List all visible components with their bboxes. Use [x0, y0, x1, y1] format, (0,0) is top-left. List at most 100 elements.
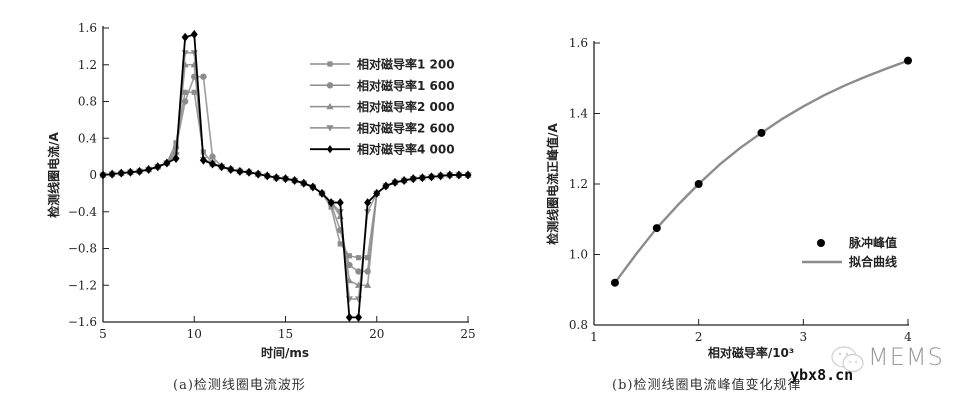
x-tick-label: 1 — [590, 330, 598, 344]
diamond-marker-icon — [99, 170, 107, 180]
y-tick-label: 1.2 — [78, 58, 97, 72]
legend-label: 拟合曲线 — [849, 254, 897, 269]
diamond-marker-icon — [136, 166, 143, 176]
triangle-up-marker-icon — [364, 281, 372, 288]
diamond-marker-icon — [236, 166, 244, 176]
legend-item-2: 相对磁导率1 600 — [310, 78, 455, 93]
x-tick-label: 3 — [800, 330, 808, 344]
circle-marker-icon — [355, 268, 362, 275]
diamond-marker-icon — [272, 173, 280, 183]
diamond-marker-icon — [400, 176, 408, 186]
diamond-marker-icon — [145, 164, 153, 174]
y-tick-label: 0 — [89, 168, 97, 182]
diamond-marker-icon — [345, 312, 353, 322]
chart-a-current-waveform: 1.6 1.2 0.8 0.4 0 −0.4 −0.8 −1.2 −1.65 10 15 20 25 相… — [46, 21, 476, 360]
peak-point — [904, 56, 912, 65]
diamond-marker-icon — [154, 162, 162, 172]
diamond-marker-icon — [437, 171, 445, 181]
diamond-marker-icon — [282, 174, 289, 184]
diamond-marker-icon — [309, 182, 317, 192]
peak-point — [694, 180, 703, 188]
diamond-marker-icon — [327, 198, 335, 208]
y-tick-label: 1.6 — [569, 36, 588, 50]
legend-item-5: 相对磁导率4 000 — [310, 142, 455, 157]
y-tick-label: −0.4 — [68, 205, 98, 219]
square-marker-icon — [327, 61, 333, 67]
diamond-marker-icon — [300, 178, 308, 188]
triangle-down-marker-icon — [326, 125, 334, 132]
diamond-marker-icon — [382, 181, 390, 191]
square-marker-icon — [355, 255, 362, 261]
square-marker-icon — [337, 241, 343, 247]
legend-label: 相对磁导率1 200 — [357, 57, 455, 72]
circle-marker-icon — [326, 82, 334, 89]
diamond-marker-icon — [364, 198, 372, 208]
peak-point — [652, 224, 661, 233]
y-tick-label: 0.8 — [78, 95, 97, 109]
peak-point — [610, 278, 619, 287]
chart-b-ylabel: 检测线圈电流正峰值/A — [545, 122, 560, 244]
chart-a-ylabel: 检测线圈电流/A — [46, 131, 61, 217]
diamond-marker-icon — [172, 153, 180, 163]
diamond-marker-icon — [190, 29, 198, 39]
y-tick-label: 1.6 — [78, 21, 97, 35]
legend-label: 相对磁导率2 600 — [357, 120, 455, 135]
wechat-logo-icon — [831, 346, 864, 373]
diamond-marker-icon — [199, 155, 207, 165]
diamond-marker-icon — [108, 169, 116, 179]
watermark-brand: MEMS — [868, 343, 944, 371]
diamond-marker-icon — [373, 188, 381, 198]
diamond-marker-icon — [318, 188, 326, 198]
chart-a-axes: 1.6 1.2 0.8 0.4 0 −0.4 −0.8 −1.2 −1.65 10 15 20 25 — [68, 21, 476, 341]
diamond-marker-icon — [263, 171, 271, 181]
chart-b-axes: 1.6 1.4 1.2 1.0 0.81 2 3 4 — [569, 36, 912, 344]
chart-a-caption: (a)检测线圈电流波形 — [173, 378, 306, 393]
legend-item-1: 相对磁导率1 200 — [310, 57, 455, 72]
series-5 — [99, 29, 472, 322]
legend-item-3: 相对磁导率2 000 — [310, 99, 455, 114]
legend-label: 相对磁导率2 000 — [357, 99, 455, 114]
diamond-marker-icon — [254, 169, 262, 179]
chart-a-legend: 相对磁导率1 200 相对磁导率1 600 相对磁导率2 000 相对磁导率2 600… — [310, 57, 455, 157]
x-tick-label: 15 — [278, 327, 293, 341]
y-tick-label: −1.6 — [68, 315, 97, 329]
chart-b-series — [610, 56, 912, 287]
diamond-marker-icon — [355, 312, 362, 322]
diamond-marker-icon — [391, 177, 399, 187]
circle-marker-icon — [209, 153, 216, 160]
y-tick-label: 1.0 — [569, 248, 588, 262]
chart-a-xlabel: 时间/ms — [261, 345, 309, 360]
diamond-marker-icon — [245, 167, 253, 177]
x-tick-label: 2 — [695, 330, 703, 344]
watermark-site: ybx8.cn — [790, 366, 854, 384]
square-marker-icon — [173, 140, 179, 146]
diamond-marker-icon — [428, 172, 435, 182]
chart-b-caption: (b)检测线圈电流峰值变化规律 — [612, 378, 802, 393]
square-marker-icon — [365, 255, 371, 261]
diamond-marker-icon — [181, 32, 189, 42]
diamond-marker-icon — [326, 145, 334, 154]
diamond-marker-icon — [209, 159, 216, 169]
diamond-marker-icon — [418, 173, 426, 183]
x-tick-label: 25 — [460, 327, 475, 341]
x-tick-label: 20 — [369, 327, 384, 341]
y-tick-label: 1.4 — [569, 107, 588, 121]
chart-a-series — [99, 29, 472, 322]
y-tick-label: −1.2 — [68, 278, 97, 292]
peak-point — [757, 128, 766, 137]
diamond-marker-icon — [409, 174, 417, 184]
y-tick-label: 1.2 — [569, 177, 588, 191]
diamond-marker-icon — [117, 168, 125, 178]
diamond-marker-icon — [218, 162, 226, 172]
diamond-marker-icon — [336, 198, 344, 208]
square-marker-icon — [346, 253, 352, 259]
square-marker-icon — [191, 89, 197, 95]
triangle-up-marker-icon — [326, 103, 334, 110]
diamond-marker-icon — [163, 158, 171, 168]
diamond-marker-icon — [227, 164, 235, 174]
diamond-marker-icon — [446, 170, 454, 180]
legend-item-peak: 脉冲峰值 — [817, 235, 897, 250]
